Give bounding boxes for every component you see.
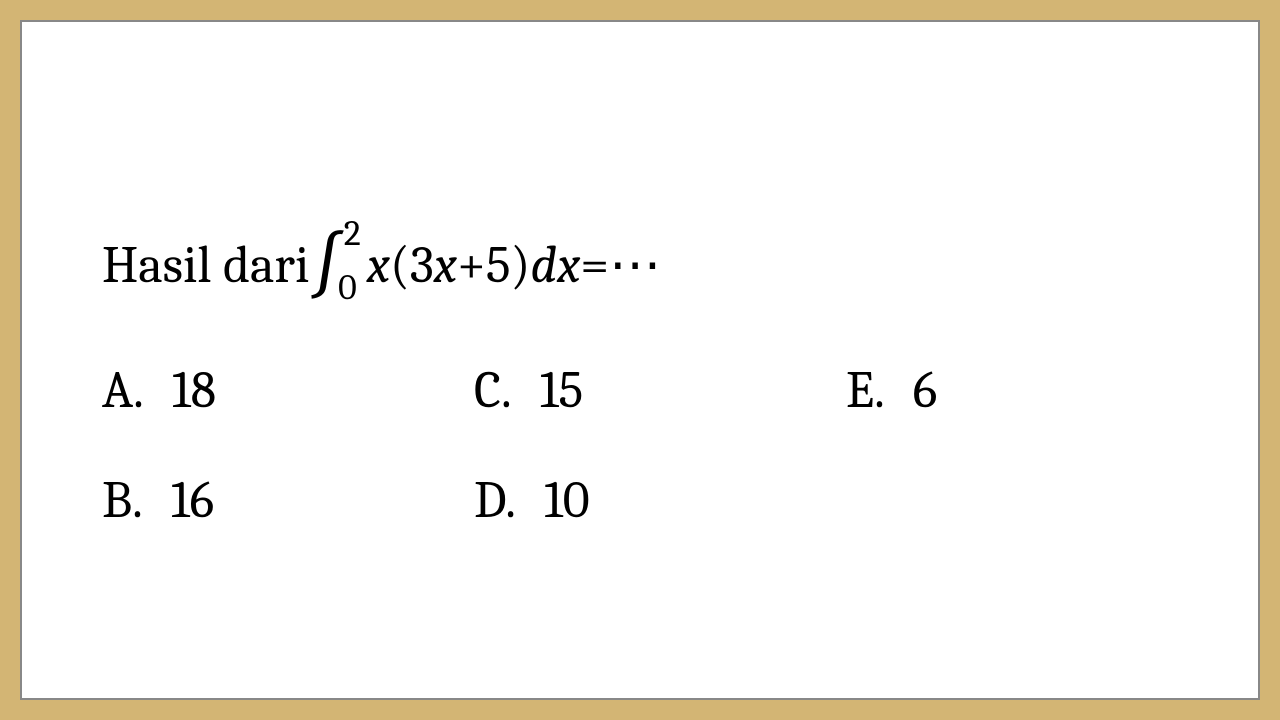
option-value: 6 [913,360,937,420]
option-letter: E. [846,360,885,420]
integrand-plus: + [457,235,486,295]
option-value: 16 [171,470,214,530]
option-c[interactable]: C. 15 [474,360,806,420]
option-value: 18 [172,360,216,420]
question-prefix: Hasil dari [102,235,309,295]
question-card: Hasil dari ∫ 2 0 x ( 3 x + 5 ) dx = ⋯ A.… [20,20,1260,700]
paren-close: ) [511,235,531,295]
option-letter: D. [474,470,516,530]
integral-upper-limit: 2 [344,213,361,254]
question-text: Hasil dari ∫ 2 0 x ( 3 x + 5 ) dx = ⋯ [102,231,1178,300]
paren-open: ( [390,235,410,295]
integral-symbol: ∫ 2 0 [313,231,338,300]
integral-lower-limit: 0 [338,267,357,308]
dx: dx [530,235,580,295]
ellipsis: ⋯ [609,235,663,295]
integrand-x: x [367,235,390,295]
option-value: 10 [544,470,590,530]
option-d[interactable]: D. 10 [474,470,806,530]
option-letter: B. [102,470,143,530]
integrand-coef: 3 [410,235,434,295]
option-value: 15 [540,360,584,420]
equals: = [580,235,609,295]
option-e[interactable]: E. 6 [846,360,1178,420]
option-empty [846,470,1178,530]
integrand-const: 5 [486,235,511,295]
options-grid: A. 18 C. 15 E. 6 B. 16 D. 10 [102,360,1178,530]
option-b[interactable]: B. 16 [102,470,434,530]
option-letter: A. [102,360,144,420]
integrand-x2: x [434,235,457,295]
option-letter: C. [474,360,512,420]
option-a[interactable]: A. 18 [102,360,434,420]
integral-sign: ∫ [313,226,338,304]
